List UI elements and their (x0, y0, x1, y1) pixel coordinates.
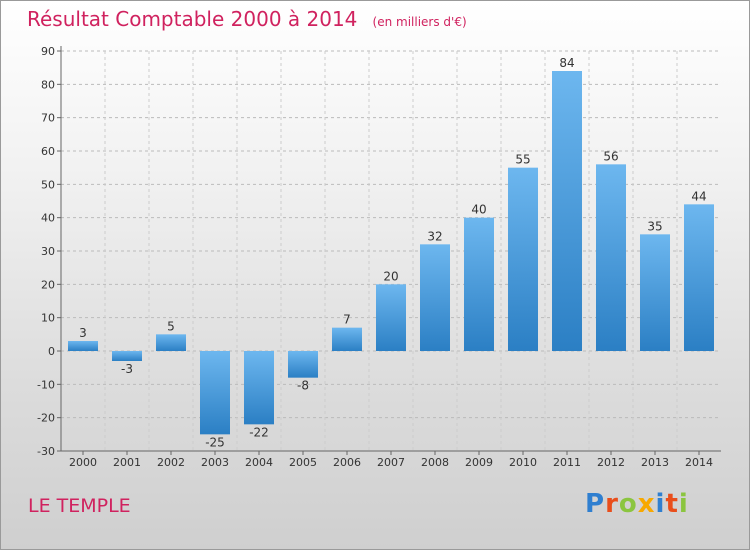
y-tick-label: 50 (41, 178, 55, 191)
data-label-2012: 56 (603, 149, 618, 163)
y-tick-label: 60 (41, 145, 55, 158)
logo-letter: t (665, 489, 679, 519)
y-tick-label: 0 (48, 345, 55, 358)
x-tick-label-2007: 2007 (377, 456, 405, 469)
y-tick-label: -10 (37, 378, 55, 391)
bar-2008 (420, 244, 450, 351)
proxiti-logo[interactable]: Proxiti (585, 489, 689, 519)
bar-2013 (640, 234, 670, 351)
x-tick-label-2003: 2003 (201, 456, 229, 469)
logo-letter: i (678, 489, 689, 519)
bar-2006 (332, 327, 362, 351)
x-tick-label-2010: 2010 (509, 456, 537, 469)
data-label-2002: 5 (167, 319, 175, 333)
data-label-2013: 35 (647, 219, 662, 233)
bar-2002 (156, 334, 186, 351)
data-label-2011: 84 (559, 56, 574, 70)
data-label-2000: 3 (79, 326, 87, 340)
logo-letter: i (655, 489, 666, 519)
x-tick-label-2002: 2002 (157, 456, 185, 469)
x-tick-label-2014: 2014 (685, 456, 713, 469)
y-tick-label: 20 (41, 278, 55, 291)
bar-2012 (596, 164, 626, 351)
bar-2005 (288, 351, 318, 378)
y-tick-label: 10 (41, 312, 55, 325)
bar-2014 (684, 204, 714, 351)
x-tick-label-2001: 2001 (113, 456, 141, 469)
logo-letter: P (585, 489, 606, 519)
data-label-2007: 20 (383, 269, 398, 283)
data-label-2009: 40 (471, 203, 486, 217)
x-tick-label-2005: 2005 (289, 456, 317, 469)
data-label-2004: -22 (249, 425, 269, 439)
x-tick-label-2011: 2011 (553, 456, 581, 469)
title-row: Résultat Comptable 2000 à 2014 (en milli… (27, 7, 467, 31)
y-tick-label: -20 (37, 412, 55, 425)
data-label-2008: 32 (427, 229, 442, 243)
place-name: LE TEMPLE (28, 495, 131, 517)
y-tick-label: -30 (37, 445, 55, 458)
chart-subtitle: (en milliers d'€) (372, 15, 467, 29)
chart-title: Résultat Comptable 2000 à 2014 (27, 7, 358, 31)
x-tick-label-2000: 2000 (69, 456, 97, 469)
x-tick-label-2012: 2012 (597, 456, 625, 469)
x-tick-label-2006: 2006 (333, 456, 361, 469)
logo-letter: x (637, 489, 656, 519)
bar-2007 (376, 284, 406, 351)
logo-letter: o (618, 489, 638, 519)
bar-2001 (112, 351, 142, 361)
bar-2011 (552, 71, 582, 351)
data-label-2006: 7 (343, 313, 351, 327)
data-label-2005: -8 (297, 379, 309, 393)
y-tick-label: 40 (41, 212, 55, 225)
bar-2004 (244, 351, 274, 425)
x-tick-label-2013: 2013 (641, 456, 669, 469)
data-label-2001: -3 (121, 362, 133, 376)
data-label-2010: 55 (515, 153, 530, 167)
bar-2010 (508, 167, 538, 351)
data-label-2003: -25 (205, 435, 225, 449)
logo-letter: r (605, 489, 619, 519)
bar-2000 (68, 341, 98, 351)
x-tick-label-2008: 2008 (421, 456, 449, 469)
y-tick-label: 30 (41, 245, 55, 258)
bar-2003 (200, 351, 230, 435)
bar-2009 (464, 217, 494, 351)
data-label-2014: 44 (691, 189, 706, 203)
x-tick-label-2004: 2004 (245, 456, 273, 469)
x-tick-label-2009: 2009 (465, 456, 493, 469)
y-tick-label: 90 (41, 45, 55, 58)
y-tick-label: 80 (41, 78, 55, 91)
y-tick-label: 70 (41, 112, 55, 125)
